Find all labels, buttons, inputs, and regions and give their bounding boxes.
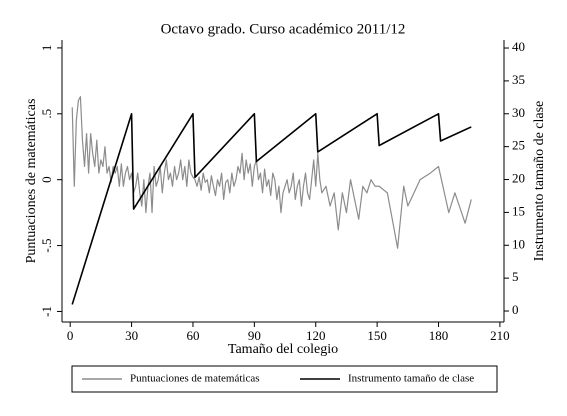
legend-box — [71, 365, 498, 393]
x-tick-label: 150 — [367, 328, 387, 343]
x-tick-label: 120 — [306, 328, 326, 343]
series-line — [71, 96, 472, 249]
y2-tick-label: 40 — [512, 39, 525, 54]
chart-title: Octavo grado. Curso académico 2011/12 — [161, 21, 406, 37]
legend-label: Instrumento tamaño de clase — [348, 373, 474, 385]
x-tick-label: 180 — [429, 328, 449, 343]
y2-tick-label: 35 — [512, 72, 525, 87]
x-tick-label: 60 — [186, 328, 199, 343]
x-tick-label: 90 — [248, 328, 261, 343]
y2-axis-title: Instrumento tamaño de clase — [532, 101, 547, 262]
x-tick-label: 0 — [67, 328, 74, 343]
y-axis-title: Puntuaciones de matemáticas — [24, 99, 39, 264]
y2-tick-label: 10 — [512, 236, 525, 251]
x-tick-label: 210 — [490, 328, 510, 343]
series-line — [71, 112, 472, 305]
y2-tick-label: 25 — [512, 138, 525, 153]
y-tick-label: 0 — [39, 176, 54, 183]
y2-tick-label: 15 — [512, 203, 525, 218]
y2-tick-label: 30 — [512, 105, 525, 120]
y-tick-label: 1 — [39, 45, 54, 52]
y2-tick-label: 20 — [512, 171, 525, 186]
y-tick-label: .5 — [39, 109, 54, 119]
x-axis-title: Tamaño del colegio — [228, 342, 338, 357]
y2-tick-label: 5 — [512, 269, 519, 284]
y2-tick-label: 0 — [512, 302, 519, 317]
y-tick-label: -.5 — [39, 239, 54, 253]
x-tick-label: 30 — [125, 328, 138, 343]
legend-label: Puntuaciones de matemáticas — [130, 373, 260, 385]
y-tick-label: -1 — [39, 306, 54, 317]
